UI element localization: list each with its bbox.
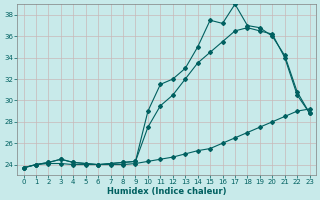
X-axis label: Humidex (Indice chaleur): Humidex (Indice chaleur) bbox=[107, 187, 226, 196]
